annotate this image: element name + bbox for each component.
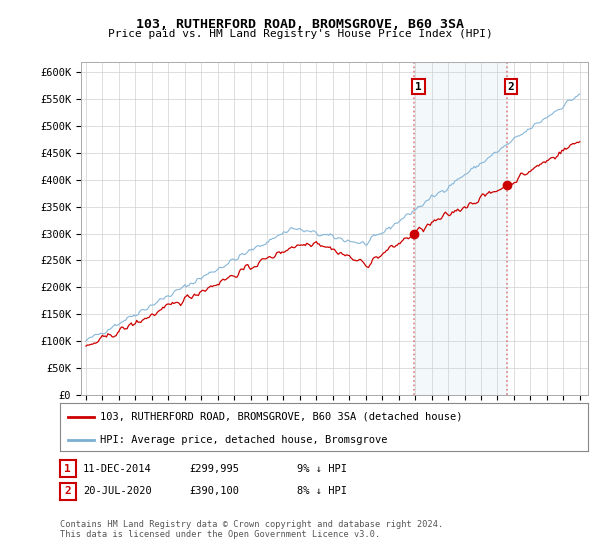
Text: 20-JUL-2020: 20-JUL-2020 <box>83 486 152 496</box>
Text: Contains HM Land Registry data © Crown copyright and database right 2024.
This d: Contains HM Land Registry data © Crown c… <box>60 520 443 539</box>
Text: 11-DEC-2014: 11-DEC-2014 <box>83 464 152 474</box>
Text: 1: 1 <box>64 464 71 474</box>
Text: £299,995: £299,995 <box>189 464 239 474</box>
Text: 2: 2 <box>508 82 514 92</box>
Text: 103, RUTHERFORD ROAD, BROMSGROVE, B60 3SA: 103, RUTHERFORD ROAD, BROMSGROVE, B60 3S… <box>136 18 464 31</box>
Text: 103, RUTHERFORD ROAD, BROMSGROVE, B60 3SA (detached house): 103, RUTHERFORD ROAD, BROMSGROVE, B60 3S… <box>100 412 462 422</box>
Bar <box>415 62 506 395</box>
Text: 2: 2 <box>64 486 71 496</box>
Text: £390,100: £390,100 <box>189 486 239 496</box>
Text: HPI: Average price, detached house, Bromsgrove: HPI: Average price, detached house, Brom… <box>100 435 387 445</box>
Text: 1: 1 <box>415 82 422 92</box>
Text: 8% ↓ HPI: 8% ↓ HPI <box>297 486 347 496</box>
Text: 9% ↓ HPI: 9% ↓ HPI <box>297 464 347 474</box>
Text: Price paid vs. HM Land Registry's House Price Index (HPI): Price paid vs. HM Land Registry's House … <box>107 29 493 39</box>
